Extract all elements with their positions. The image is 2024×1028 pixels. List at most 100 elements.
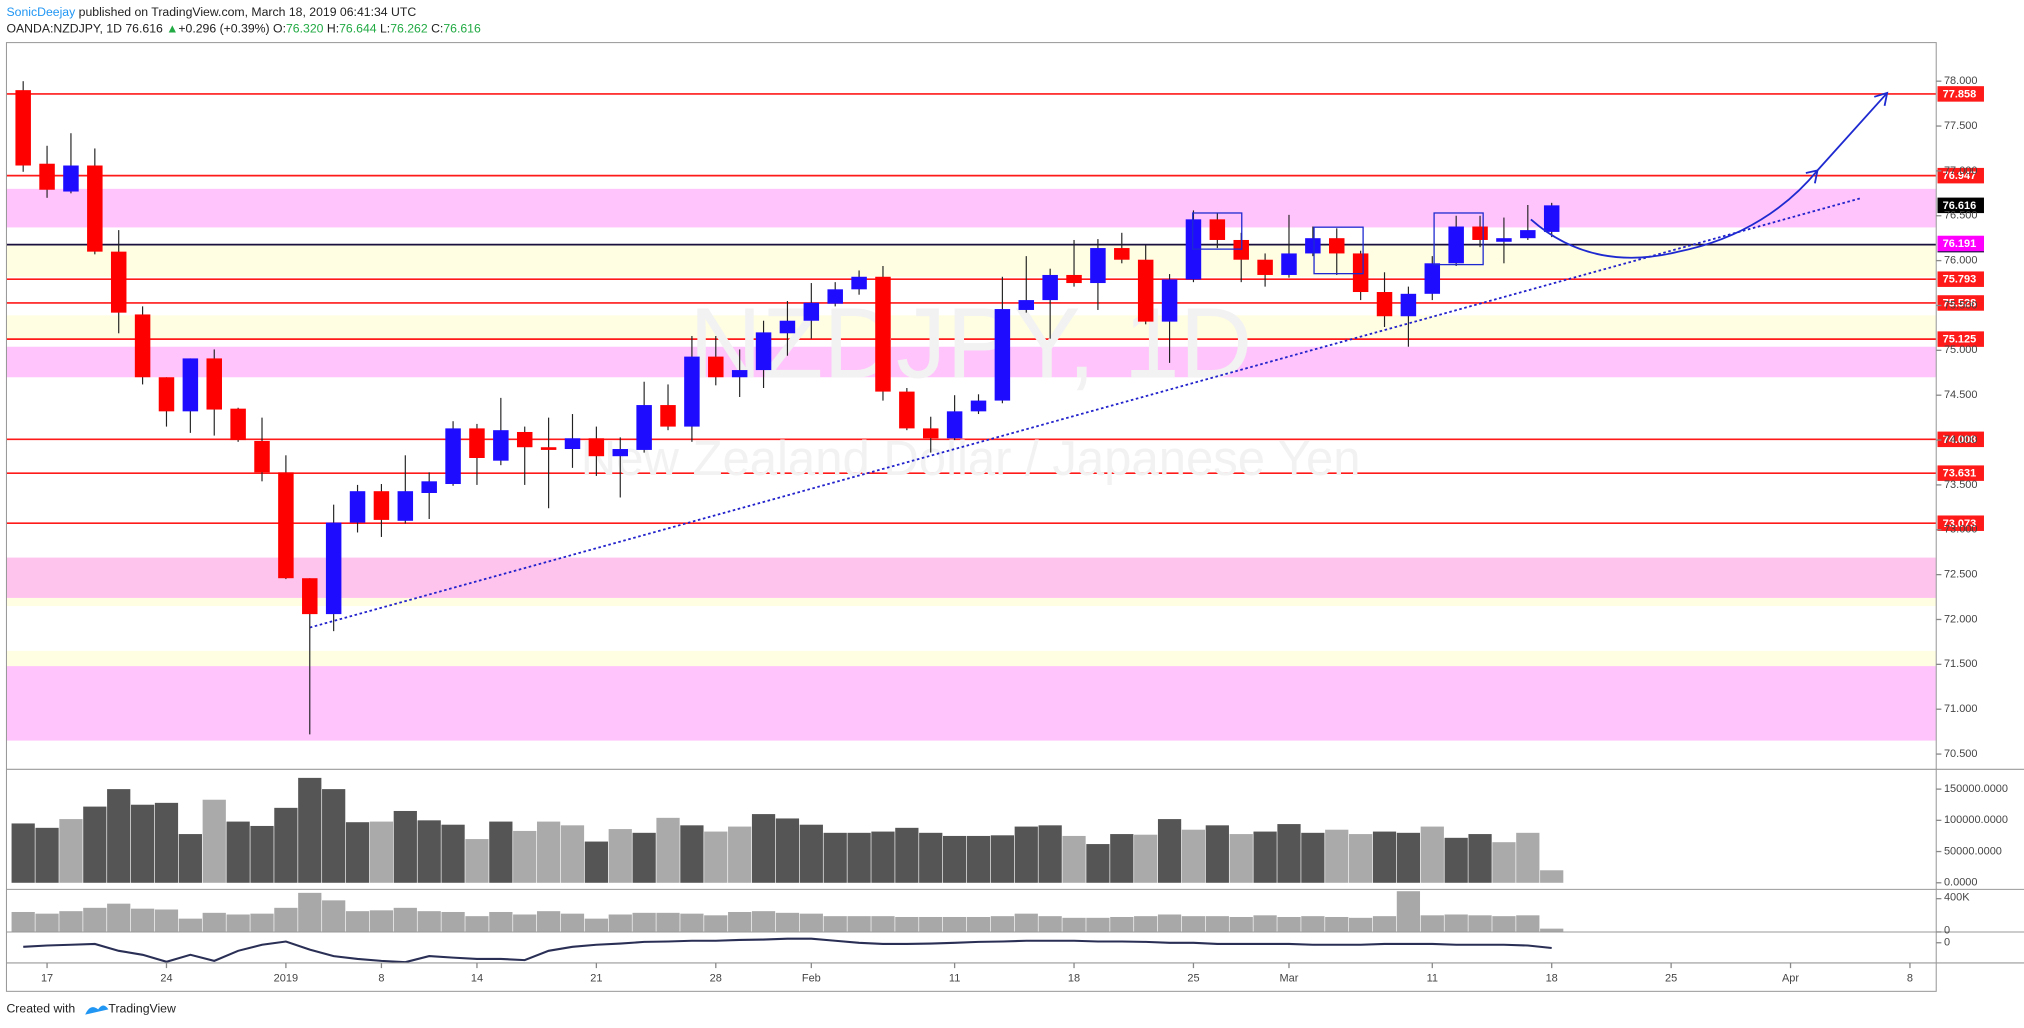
volume2-bar <box>178 918 202 932</box>
volume-bar <box>536 821 561 883</box>
candle-body <box>1520 230 1536 239</box>
volume2-bar <box>656 912 680 932</box>
volume-bar <box>369 821 394 883</box>
level-label-box <box>1937 167 1984 184</box>
price-label-box <box>1937 235 1984 252</box>
y-tick-label: 73.000 <box>1944 524 1978 536</box>
volume2-bar <box>1205 916 1229 932</box>
volume2-bar <box>154 909 179 932</box>
candle-body <box>1090 248 1106 284</box>
candle-body <box>803 302 820 321</box>
volume2-tick-label: 400K <box>1944 891 1970 903</box>
volume2-bar <box>250 913 274 932</box>
volume-bar <box>465 839 489 883</box>
volume-bar <box>107 789 131 883</box>
volume-bar <box>1229 834 1253 883</box>
candle-body <box>87 165 103 252</box>
volume-bar <box>1301 832 1325 883</box>
candle-body <box>1472 226 1488 240</box>
volume-bar <box>680 825 704 883</box>
annotation-box <box>1433 212 1484 266</box>
volume-bar <box>1157 819 1182 883</box>
candle-body <box>1018 300 1035 310</box>
y-tick-label: 76.500 <box>1944 210 1978 222</box>
level-label: 77.858 <box>1943 88 1977 100</box>
volume2-bar <box>1372 916 1397 932</box>
annotations <box>1192 91 1889 275</box>
candle-body <box>1281 253 1297 275</box>
y-tick-label: 73.500 <box>1944 479 1978 491</box>
volume2-bar <box>322 900 346 932</box>
volume-bar <box>226 821 250 883</box>
volume-bar <box>345 822 370 883</box>
published: published on TradingView.com, March 18, … <box>79 5 417 19</box>
candle-body <box>230 408 246 441</box>
volume2-bar <box>775 912 800 932</box>
volume-bar <box>847 832 871 883</box>
candle-body <box>994 309 1011 401</box>
volume2-bar <box>345 911 370 932</box>
volume-bar <box>823 832 847 883</box>
candle-body <box>469 428 485 458</box>
volume2-bar <box>1014 913 1038 932</box>
volume-tick-label: 0.0000 <box>1944 877 1978 889</box>
volume2-bar <box>1492 916 1516 932</box>
level-label: 74.008 <box>1943 434 1977 446</box>
candle-body <box>684 356 700 427</box>
candle-body <box>1352 253 1369 293</box>
volume-bar <box>11 823 35 883</box>
level-label: 75.125 <box>1943 334 1977 346</box>
volume-bar <box>728 826 752 883</box>
candle-body <box>851 276 867 290</box>
volume-bar <box>1134 834 1158 883</box>
candle-body <box>755 332 772 371</box>
candle-body <box>970 400 987 412</box>
candle-body <box>493 430 509 461</box>
volume2-bar <box>1349 917 1373 932</box>
candle-body <box>206 358 222 410</box>
candle-body <box>708 356 724 378</box>
level-label: 73.631 <box>1943 468 1977 480</box>
x-tick-label: Mar <box>1280 972 1299 984</box>
volume-bar <box>1468 834 1492 883</box>
volume-tick-label: 50000.0000 <box>1944 845 2002 857</box>
ohlc-key: H: <box>327 22 339 36</box>
level-label-box <box>1937 271 1984 287</box>
x-tick-label: 24 <box>160 972 172 984</box>
candle-body <box>110 251 127 313</box>
candle-body <box>1448 226 1464 264</box>
volume-bar <box>298 777 322 883</box>
volume-bar <box>202 799 226 883</box>
volume2-bar <box>1110 916 1134 932</box>
x-tick-label: 8 <box>378 972 384 984</box>
volume-bar <box>1492 842 1516 883</box>
volume-bar <box>250 825 274 883</box>
volume2-bar <box>489 911 513 932</box>
volume2-bar <box>274 907 298 932</box>
volume2-tick-label: 0 <box>1944 925 1950 937</box>
candle-body <box>1042 274 1058 301</box>
x-tick-label: 28 <box>710 972 722 984</box>
header-line-2: OANDA:NZDJPY, 1D 76.616 ▲+0.296 (+0.39%)… <box>6 22 481 36</box>
axes: 77.85876.94776.17875.79375.52875.12574.0… <box>41 75 2008 984</box>
volume-bar <box>1444 837 1468 883</box>
footer-brand: TradingView <box>108 1002 176 1016</box>
volume-bar <box>656 817 680 883</box>
y-tick-label: 77.500 <box>1944 120 1978 132</box>
volume2-bar <box>11 911 35 932</box>
x-tick-label: 14 <box>471 972 483 984</box>
author: SonicDeejay <box>6 5 76 19</box>
volume-bar <box>966 835 991 883</box>
symbol: OANDA:NZDJPY, 1D <box>6 22 122 36</box>
ohlc-value: 76.616 <box>443 22 481 36</box>
volume2-bar <box>130 908 155 932</box>
candle-body <box>1543 205 1560 232</box>
y-tick-label: 76.000 <box>1944 255 1978 267</box>
volume2-bar <box>226 914 250 932</box>
x-tick-label: 8 <box>1907 972 1913 984</box>
candle-body <box>1376 292 1393 317</box>
volume2-bar <box>943 916 967 932</box>
volume2-bar <box>1062 917 1086 932</box>
candle-body <box>1209 219 1226 240</box>
volume2-bar <box>584 918 608 932</box>
